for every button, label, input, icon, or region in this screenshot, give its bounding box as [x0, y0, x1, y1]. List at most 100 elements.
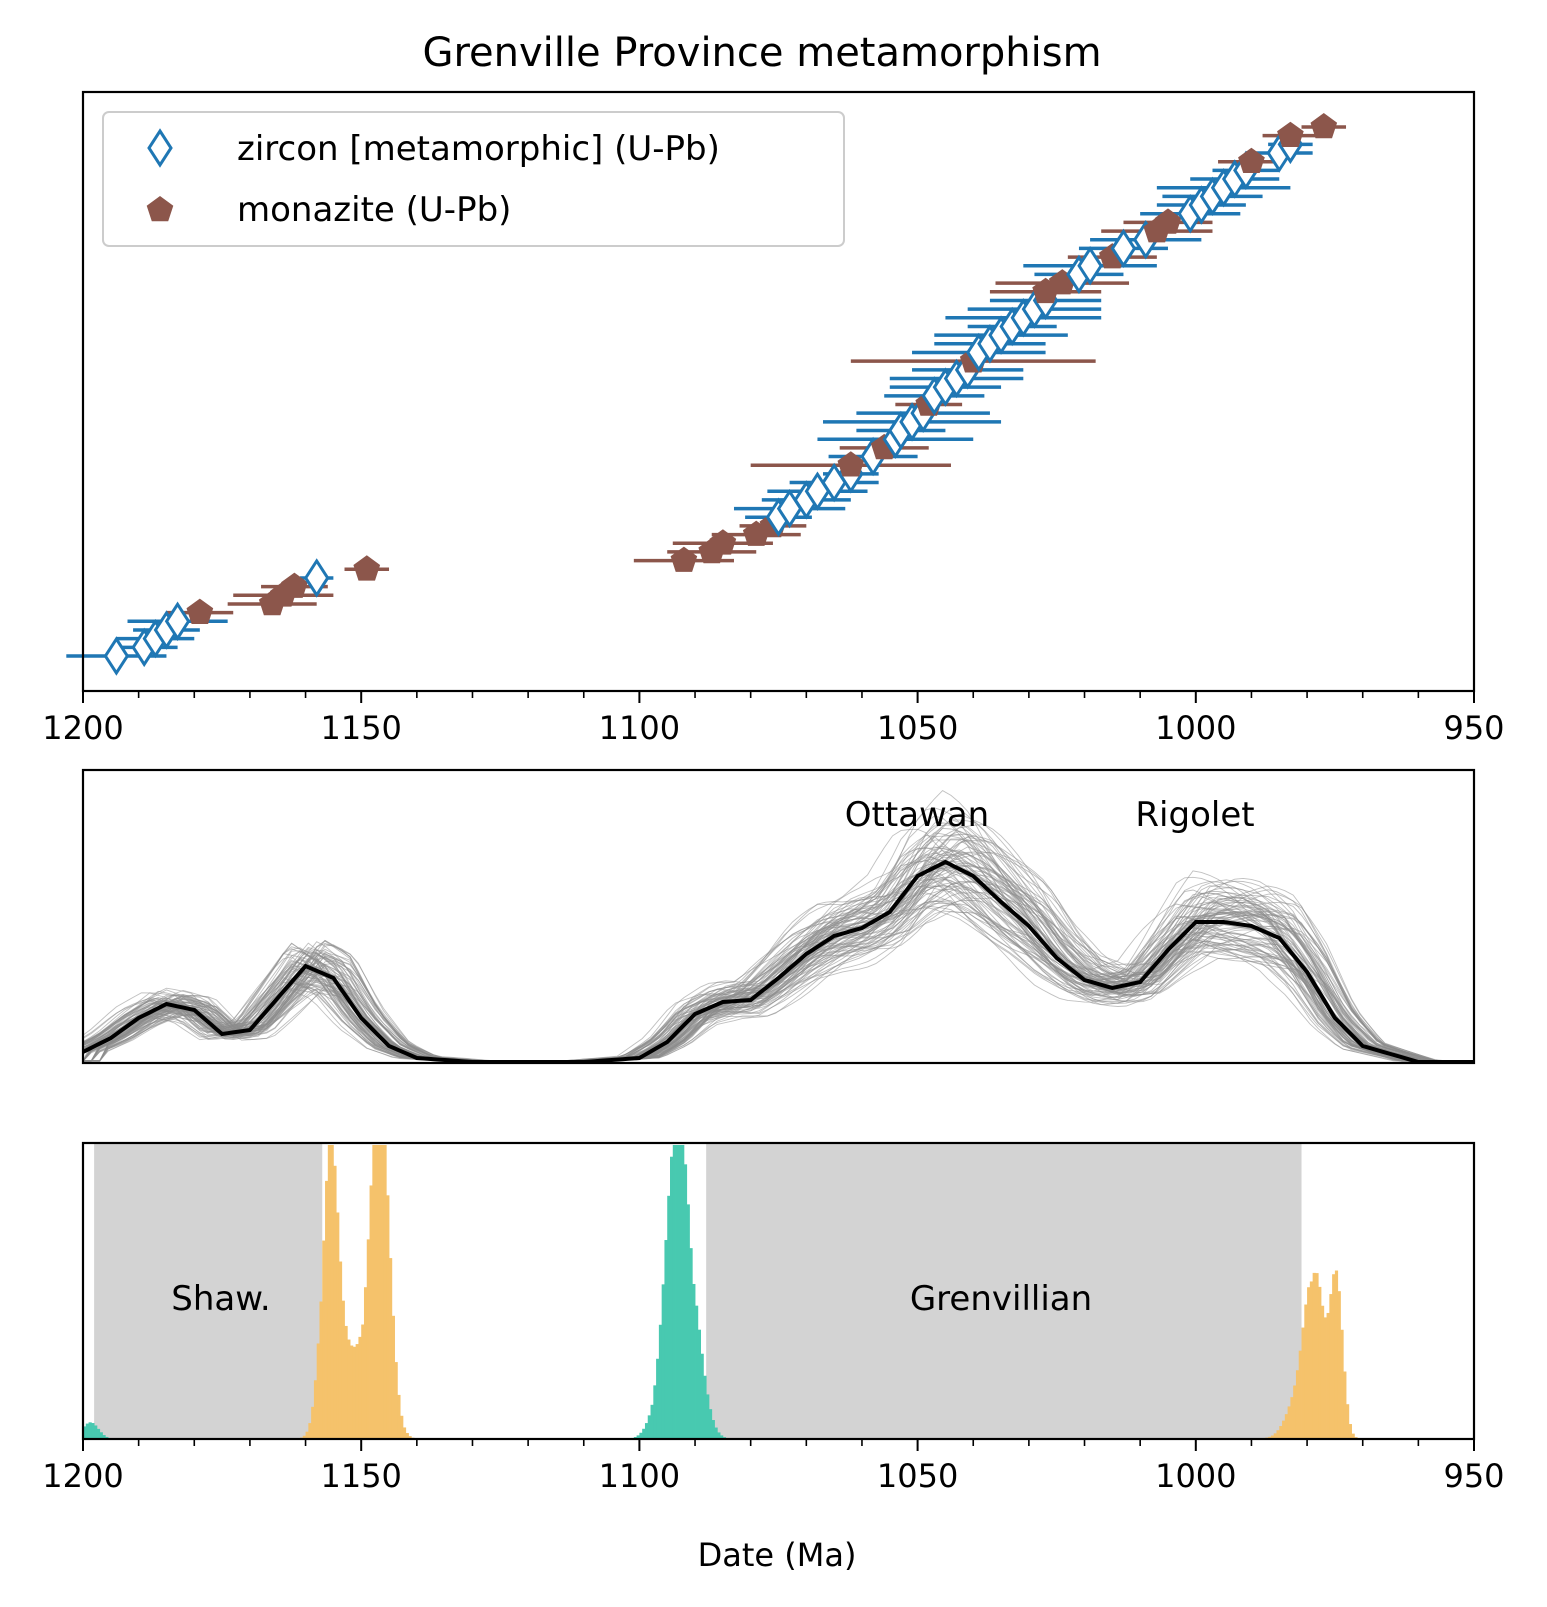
- bootstrap-curve: [82, 839, 1469, 1062]
- annotation-shawinigan: Shaw.: [171, 1279, 270, 1319]
- histogram-bar: [1315, 1273, 1319, 1439]
- bootstrap-curve: [82, 846, 1469, 1062]
- histogram-bar: [658, 1324, 663, 1439]
- histogram-bar: [389, 1258, 393, 1439]
- histogram-bar: [636, 1435, 640, 1439]
- histogram-bar: [711, 1420, 715, 1439]
- x-tick-label: 1000: [1155, 1457, 1236, 1495]
- bootstrap-curve: [82, 878, 1469, 1062]
- histogram-bar: [311, 1406, 315, 1439]
- histogram-bar: [313, 1380, 318, 1439]
- histogram-bar: [1320, 1305, 1325, 1439]
- histogram-bar: [391, 1315, 395, 1439]
- x-axis-label: Date (Ma): [698, 1536, 857, 1574]
- bootstrap-curve: [83, 826, 1469, 1062]
- histogram-bar: [700, 1353, 704, 1439]
- histogram-bar: [683, 1164, 688, 1439]
- zircon-point: [303, 558, 330, 598]
- x-tick-label: 1050: [877, 1457, 958, 1495]
- histogram-bar: [322, 1240, 326, 1439]
- histogram-bar: [717, 1432, 721, 1439]
- bootstrap-curve: [83, 808, 1469, 1062]
- bootstrap-curve: [82, 899, 1469, 1062]
- histogram-bar: [91, 1423, 95, 1439]
- x-tick-label: 1100: [599, 709, 680, 747]
- bootstrap-curve: [83, 872, 1469, 1062]
- median-density-curve: [82, 859, 1474, 1064]
- histogram-bar: [697, 1329, 702, 1439]
- histogram-bar: [366, 1239, 370, 1439]
- bootstrap-curve: [82, 878, 1469, 1062]
- histogram-bar: [1337, 1291, 1341, 1439]
- bootstrap-curve: [82, 905, 1469, 1062]
- histogram-bar: [644, 1423, 649, 1439]
- histogram-bar: [664, 1240, 668, 1439]
- histogram-bar: [1307, 1287, 1311, 1439]
- monazite-legend-marker: [146, 196, 174, 222]
- bootstrap-curve: [82, 847, 1469, 1062]
- histogram-bar: [380, 1145, 384, 1439]
- histogram-panel: 1200 1150 1100 1050 1000 950: [42, 1141, 1505, 1495]
- histogram-bar: [302, 1435, 306, 1439]
- x-tick-label: 1100: [599, 1457, 680, 1495]
- histogram-orange: [297, 1145, 1358, 1439]
- histogram-bar: [1329, 1294, 1333, 1439]
- bootstrap-curve: [82, 907, 1469, 1062]
- bootstrap-curve: [82, 815, 1469, 1062]
- histogram-bar: [355, 1344, 359, 1439]
- bootstrap-curve: [82, 873, 1469, 1062]
- monazite-point: [1154, 208, 1182, 234]
- histogram-bar: [1290, 1397, 1294, 1439]
- x-tick-label: 950: [1443, 1457, 1504, 1495]
- bootstrap-curve: [82, 856, 1469, 1062]
- zircon-legend-marker: [147, 128, 173, 168]
- histogram-bar: [1276, 1430, 1280, 1439]
- bootstrap-curve: [83, 852, 1469, 1062]
- histogram-bar: [1343, 1371, 1347, 1439]
- histogram-bar: [689, 1248, 693, 1439]
- histogram-bar: [1312, 1272, 1316, 1439]
- histogram-bar: [706, 1394, 710, 1439]
- x-tick-label: 1050: [877, 709, 958, 747]
- bootstrap-curve: [83, 882, 1469, 1062]
- bootstrap-curve: [82, 832, 1469, 1062]
- x-tick-label: 1150: [320, 1457, 401, 1495]
- monazite-point: [1277, 121, 1304, 147]
- bootstrap-curve: [83, 887, 1469, 1062]
- bootstrap-curve: [82, 900, 1469, 1062]
- histogram-bar: [708, 1409, 713, 1439]
- histogram-bar: [338, 1261, 343, 1439]
- histogram-bar: [1273, 1433, 1277, 1439]
- bootstrap-curve: [82, 851, 1469, 1062]
- bootstrap-curve: [82, 880, 1469, 1062]
- histogram-bar: [336, 1212, 340, 1439]
- histogram-bar: [714, 1427, 718, 1439]
- scatter-panel: 1200 1150 1100 1050 1000 950: [42, 90, 1505, 747]
- histogram-bar: [1298, 1350, 1302, 1439]
- histogram-bar: [1282, 1420, 1286, 1439]
- histogram-bar: [88, 1422, 92, 1439]
- histogram-bar: [358, 1336, 362, 1439]
- zircon-point: [1110, 228, 1137, 269]
- bootstrap-curve: [83, 903, 1469, 1062]
- monazite-point: [186, 598, 214, 624]
- histogram-bar: [1323, 1317, 1327, 1439]
- bootstrap-curve: [82, 867, 1469, 1062]
- histogram-bar: [1270, 1435, 1275, 1439]
- bootstrap-curve: [82, 888, 1469, 1062]
- bootstrap-curve: [83, 834, 1469, 1062]
- bootstrap-curve: [82, 790, 1469, 1062]
- bootstrap-curve: [82, 854, 1469, 1062]
- bootstrap-curve: [83, 853, 1469, 1062]
- histogram-bar: [308, 1423, 312, 1439]
- shaded-interval-grenvillian: [706, 1143, 1302, 1439]
- x-tick-label: 1150: [320, 709, 401, 747]
- bootstrap-curve: [82, 856, 1469, 1062]
- histogram-bar: [319, 1301, 323, 1439]
- histogram-bar: [695, 1305, 699, 1439]
- histogram-bar: [656, 1358, 660, 1439]
- histogram-bar: [397, 1394, 401, 1439]
- histogram-teal: [83, 1145, 729, 1439]
- bootstrap-curve: [83, 853, 1469, 1062]
